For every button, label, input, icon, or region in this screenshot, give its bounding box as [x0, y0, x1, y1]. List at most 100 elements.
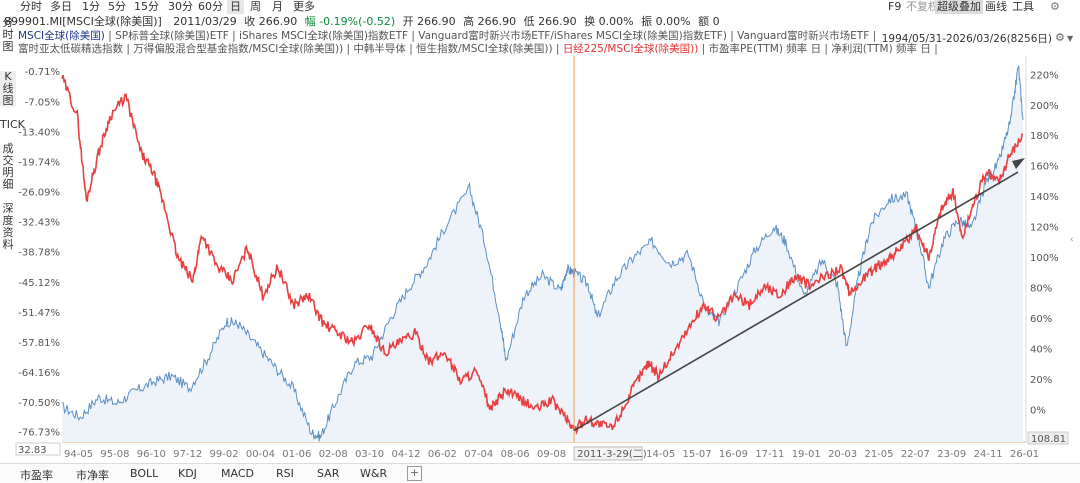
x-axis-tick: 23-09: [937, 449, 966, 460]
settings-gear-icon[interactable]: ⚙: [1050, 0, 1060, 13]
x-axis-tick: 09-08: [537, 449, 566, 460]
left-axis-tick: -45.12%: [18, 278, 60, 289]
period-tab[interactable]: 月: [272, 0, 283, 13]
tab-macd[interactable]: MACD: [221, 467, 254, 480]
no-adjust-button[interactable]: 不复权: [906, 0, 939, 13]
period-tab-selected[interactable]: 日: [227, 0, 244, 14]
x-axis-tick: 02-08: [319, 449, 348, 460]
legend-nikkei-ratio[interactable]: 日经225/MSCI全球(除美国)): [562, 43, 699, 55]
x-axis-tick: 00-04: [246, 449, 275, 460]
amount-value: 额 0: [698, 15, 720, 28]
period-tab[interactable]: 30分: [168, 0, 193, 13]
amplitude-value: 振 0.00%: [641, 15, 691, 28]
period-toolbar: 分时 多日 1分 5分 15分 30分 60分 日 周 月 更多 F9 不复权 …: [0, 0, 1080, 14]
cursor-date-box: [573, 446, 643, 461]
low-value: 低 266.90: [523, 15, 577, 28]
left-sidebar: 分时图 K线图 TICK 成交明细 深度资料: [0, 16, 25, 251]
legend-dropdown-icon[interactable]: ▼: [1067, 34, 1074, 43]
period-tab[interactable]: 1分: [82, 0, 100, 13]
overlay-legend-line-2: 富时亚太低碳精选指数 | 万得偏股混合型基金指数/MSCI全球(除美国)) | …: [18, 43, 938, 56]
left-value-marker-box: [15, 442, 61, 456]
collapse-arrow-icon[interactable]: ‹: [1070, 235, 1074, 245]
right-axis-tick: 0%: [1030, 406, 1046, 417]
period-tab[interactable]: 分时: [20, 0, 42, 13]
period-tab[interactable]: 周: [250, 0, 261, 13]
period-tab[interactable]: 60分: [198, 0, 223, 13]
x-axis-tick: 24-11: [974, 449, 1003, 460]
left-axis-tick: -70.50%: [18, 398, 60, 409]
high-value: 高 266.90: [463, 15, 517, 28]
legend-overlay-list-2[interactable]: 富时亚太低碳精选指数 | 万得偏股混合型基金指数/MSCI全球(除美国)) | …: [18, 43, 563, 55]
period-tab[interactable]: 多日: [50, 0, 72, 13]
left-axis-tick: -0.71%: [25, 67, 60, 78]
trend-arrow-line: [573, 171, 1019, 432]
change-value: 幅 -0.19%(-0.52): [304, 15, 396, 28]
tab-kdj[interactable]: KDJ: [178, 467, 197, 480]
x-axis-tick: 21-05: [864, 449, 893, 460]
left-axis-tick: -32.43%: [18, 218, 60, 229]
period-tab[interactable]: 5分: [108, 0, 126, 13]
right-axis-tick: 160%: [1030, 162, 1059, 173]
turnover-value: 换 0.00%: [584, 15, 634, 28]
tab-pb[interactable]: 市净率: [76, 469, 109, 482]
right-axis-tick: 120%: [1030, 223, 1059, 234]
tab-boll[interactable]: BOLL: [130, 467, 159, 480]
left-value-marker: 32.83: [18, 445, 47, 456]
date-range[interactable]: 1994/05/31-2026/03/26(8256日): [881, 33, 1052, 45]
overlay-button[interactable]: 超级叠加: [935, 0, 983, 14]
right-axis-tick: 220%: [1030, 70, 1059, 81]
legend-overlay-list-1[interactable]: | SP标普全球(除美国)ETF | iShares MSCI全球(除美国)指数…: [104, 30, 877, 42]
period-tab[interactable]: 更多: [293, 0, 315, 13]
x-axis-tick: 08-06: [501, 449, 530, 460]
draw-line-button[interactable]: 画线: [985, 0, 1007, 13]
overlay-legend-line-1: MSCI全球(除美国) | SP标普全球(除美国)ETF | iShares M…: [18, 30, 876, 43]
x-axis-tick: 14-05: [646, 449, 675, 460]
sidebar-fenshi[interactable]: 分时图: [2, 16, 14, 53]
left-axis-tick: -57.81%: [18, 338, 60, 349]
x-axis-tick: 15-07: [683, 449, 712, 460]
sidebar-deep-data[interactable]: 深度资料: [2, 202, 14, 251]
left-axis-tick: -7.05%: [25, 97, 60, 108]
tab-sar[interactable]: SAR: [317, 467, 340, 480]
right-axis-tick: 100%: [1030, 253, 1059, 264]
open-value: 开 266.90: [402, 15, 456, 28]
sidebar-trades[interactable]: 成交明细: [2, 142, 14, 191]
x-axis-tick: 20-03: [828, 449, 857, 460]
quote-date: 2011/03/29: [173, 15, 237, 28]
left-axis-tick: -26.09%: [18, 188, 60, 199]
legend-gear-icon[interactable]: ⚙: [1055, 31, 1065, 44]
tab-rsi[interactable]: RSI: [276, 467, 294, 480]
series-area-fill: [62, 65, 1023, 442]
right-collapse-strip[interactable]: ‹: [1068, 0, 1080, 482]
right-axis-tick: 40%: [1030, 345, 1052, 356]
x-axis-tick: 26-01: [1010, 449, 1039, 460]
legend-main-series[interactable]: MSCI全球(除美国): [18, 30, 105, 42]
x-axis-tick: 01-06: [282, 449, 311, 460]
x-axis-tick: 99-02: [210, 449, 239, 460]
sidebar-kline[interactable]: K线图: [0, 71, 16, 107]
add-indicator-icon[interactable]: +: [407, 466, 422, 481]
legend-indicators[interactable]: | 市盈率PE(TTM) 频率 日 | 净利润(TTM) 频率 日 |: [698, 43, 938, 55]
cursor-date-label: 2011-3-29(二): [577, 449, 647, 460]
right-axis-tick: 180%: [1030, 131, 1059, 142]
x-axis-tick: 04-12: [391, 449, 420, 460]
right-value-marker-box: [1027, 431, 1069, 445]
indicator-tabs: 市盈率 市净率 BOLL KDJ MACD RSI SAR W&R +: [0, 463, 1080, 483]
tools-button[interactable]: 工具: [1012, 0, 1034, 13]
x-axis-tick: 07-04: [464, 449, 493, 460]
quote-info-bar: 899901.MI[MSCI全球(除美国)] 2011/03/29 收 266.…: [4, 15, 724, 29]
right-axis-tick: 60%: [1030, 314, 1052, 325]
x-axis-tick: 16-09: [719, 449, 748, 460]
x-axis-tick: 19-01: [792, 449, 821, 460]
security-code: 899901.MI[MSCI全球(除美国)]: [4, 15, 162, 28]
f9-button[interactable]: F9: [888, 0, 902, 13]
period-tab[interactable]: 15分: [134, 0, 159, 13]
x-axis-tick: 06-02: [428, 449, 457, 460]
left-axis-tick: -51.47%: [18, 308, 60, 319]
left-axis-tick: -64.16%: [18, 368, 60, 379]
tab-wr[interactable]: W&R: [360, 467, 388, 480]
tab-pe[interactable]: 市盈率: [20, 469, 53, 482]
left-axis-tick: -38.78%: [18, 248, 60, 259]
x-axis-tick: 22-07: [901, 449, 930, 460]
